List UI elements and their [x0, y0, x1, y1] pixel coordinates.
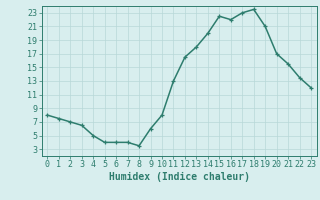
X-axis label: Humidex (Indice chaleur): Humidex (Indice chaleur)	[109, 172, 250, 182]
